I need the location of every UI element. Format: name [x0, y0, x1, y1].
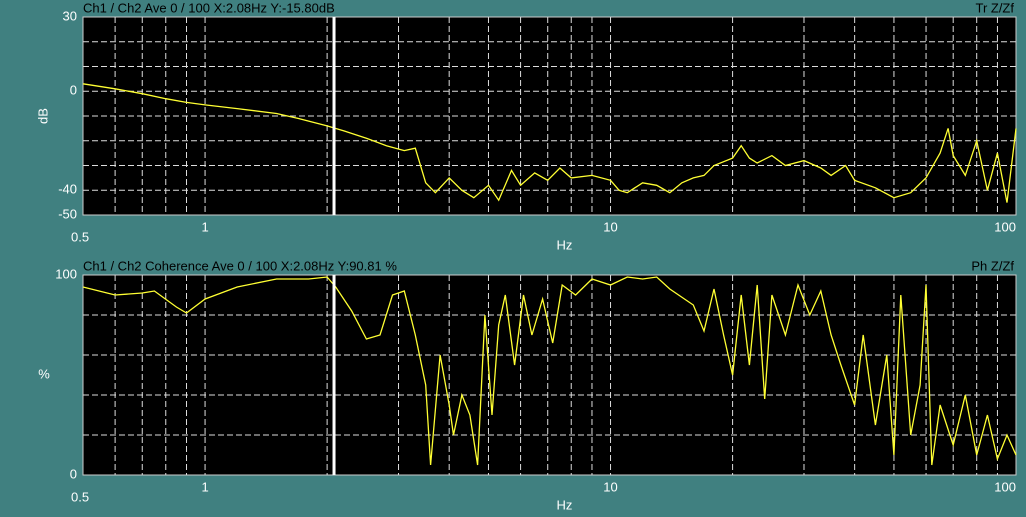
y-axis-label: % [38, 366, 50, 381]
x-tick-label: 1 [201, 219, 208, 234]
y-axis-label: dB [35, 108, 50, 124]
x-tick-label: 10 [603, 479, 617, 494]
y-tick-label: -40 [58, 182, 77, 197]
x-axis-label: Hz [557, 237, 573, 252]
trace [82, 83, 1017, 203]
x-tick-label: 0.5 [71, 229, 89, 244]
trace-label: Ph Z/Zf [971, 258, 1014, 273]
y-tick-label: -50 [58, 206, 77, 221]
trace-label: Tr Z/Zf [975, 0, 1014, 15]
y-tick-label: 30 [63, 8, 77, 23]
plot-area [82, 274, 1017, 476]
trace [82, 276, 1017, 466]
header: Ch1 / Ch2 Ave 0 / 100 X:2.08Hz Y:-15.80d… [83, 0, 335, 15]
x-axis-label: Hz [557, 497, 573, 512]
x-tick-label: 0.5 [71, 489, 89, 504]
x-tick-label: 1 [201, 479, 208, 494]
x-tick-label: 10 [603, 219, 617, 234]
x-tick-label: 100 [994, 479, 1016, 494]
x-tick-label: 100 [994, 219, 1016, 234]
y-tick-label: 0 [70, 466, 77, 481]
header: Ch1 / Ch2 Coherence Ave 0 / 100 X:2.08Hz… [83, 258, 397, 273]
y-tick-label: 0 [70, 83, 77, 98]
y-tick-label: 100 [55, 266, 77, 281]
